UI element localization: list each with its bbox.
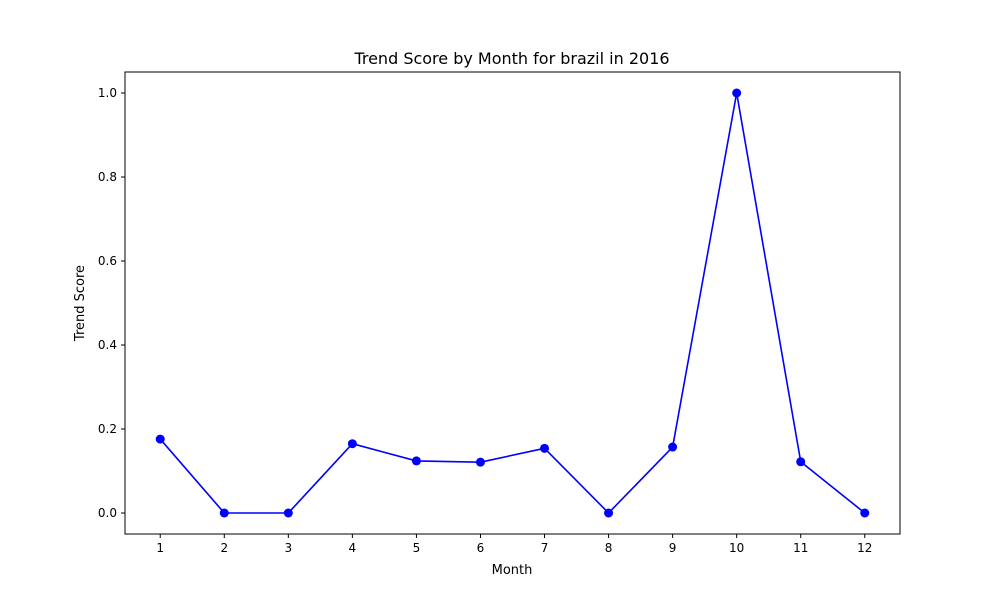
series-line [159, 92, 866, 514]
series-layer [155, 88, 870, 518]
y-tick-label: 0.8 [98, 170, 117, 184]
chart-title: Trend Score by Month for brazil in 2016 [353, 49, 669, 68]
data-point [540, 443, 550, 453]
data-point [347, 439, 357, 449]
y-tick-label: 0.0 [98, 506, 117, 520]
x-axis-label: Month [492, 563, 533, 578]
x-tick-label: 10 [729, 541, 744, 555]
x-tick-label: 7 [541, 541, 549, 555]
x-tick-label: 5 [413, 541, 421, 555]
y-tick-label: 1.0 [98, 86, 117, 100]
x-tick-label: 2 [220, 541, 228, 555]
y-tick-label: 0.6 [98, 254, 117, 268]
data-point [411, 456, 421, 466]
x-tick-label: 9 [669, 541, 677, 555]
data-point [796, 457, 806, 467]
x-tick-label: 6 [477, 541, 485, 555]
x-tick-label: 8 [605, 541, 613, 555]
x-tick-label: 1 [156, 541, 164, 555]
y-axis-label: Trend Score [73, 265, 88, 342]
plot-area: 1 2 3 4 5 6 7 8 9 10 11 12 0.00.20.40.60.81.0 [98, 71, 901, 555]
data-point [860, 508, 870, 518]
plot-frame [124, 71, 901, 535]
y-tick-label: 0.4 [98, 338, 117, 352]
x-tick-label: 12 [857, 541, 872, 555]
data-point [155, 434, 165, 444]
data-point [219, 508, 229, 518]
data-point [604, 508, 614, 518]
y-axis: 0.0 0.2 0.4 0.6 0.8 1.0 [98, 86, 125, 520]
data-point [668, 442, 678, 452]
data-point [732, 88, 742, 98]
x-tick-label: 4 [349, 541, 357, 555]
y-tick-label: 0.2 [98, 422, 117, 436]
x-tick-label: 11 [793, 541, 808, 555]
x-axis: 1 2 3 4 5 6 7 8 9 10 11 12 [156, 534, 872, 555]
data-point [475, 457, 485, 467]
x-tick-label: 3 [285, 541, 293, 555]
data-point [283, 508, 293, 518]
